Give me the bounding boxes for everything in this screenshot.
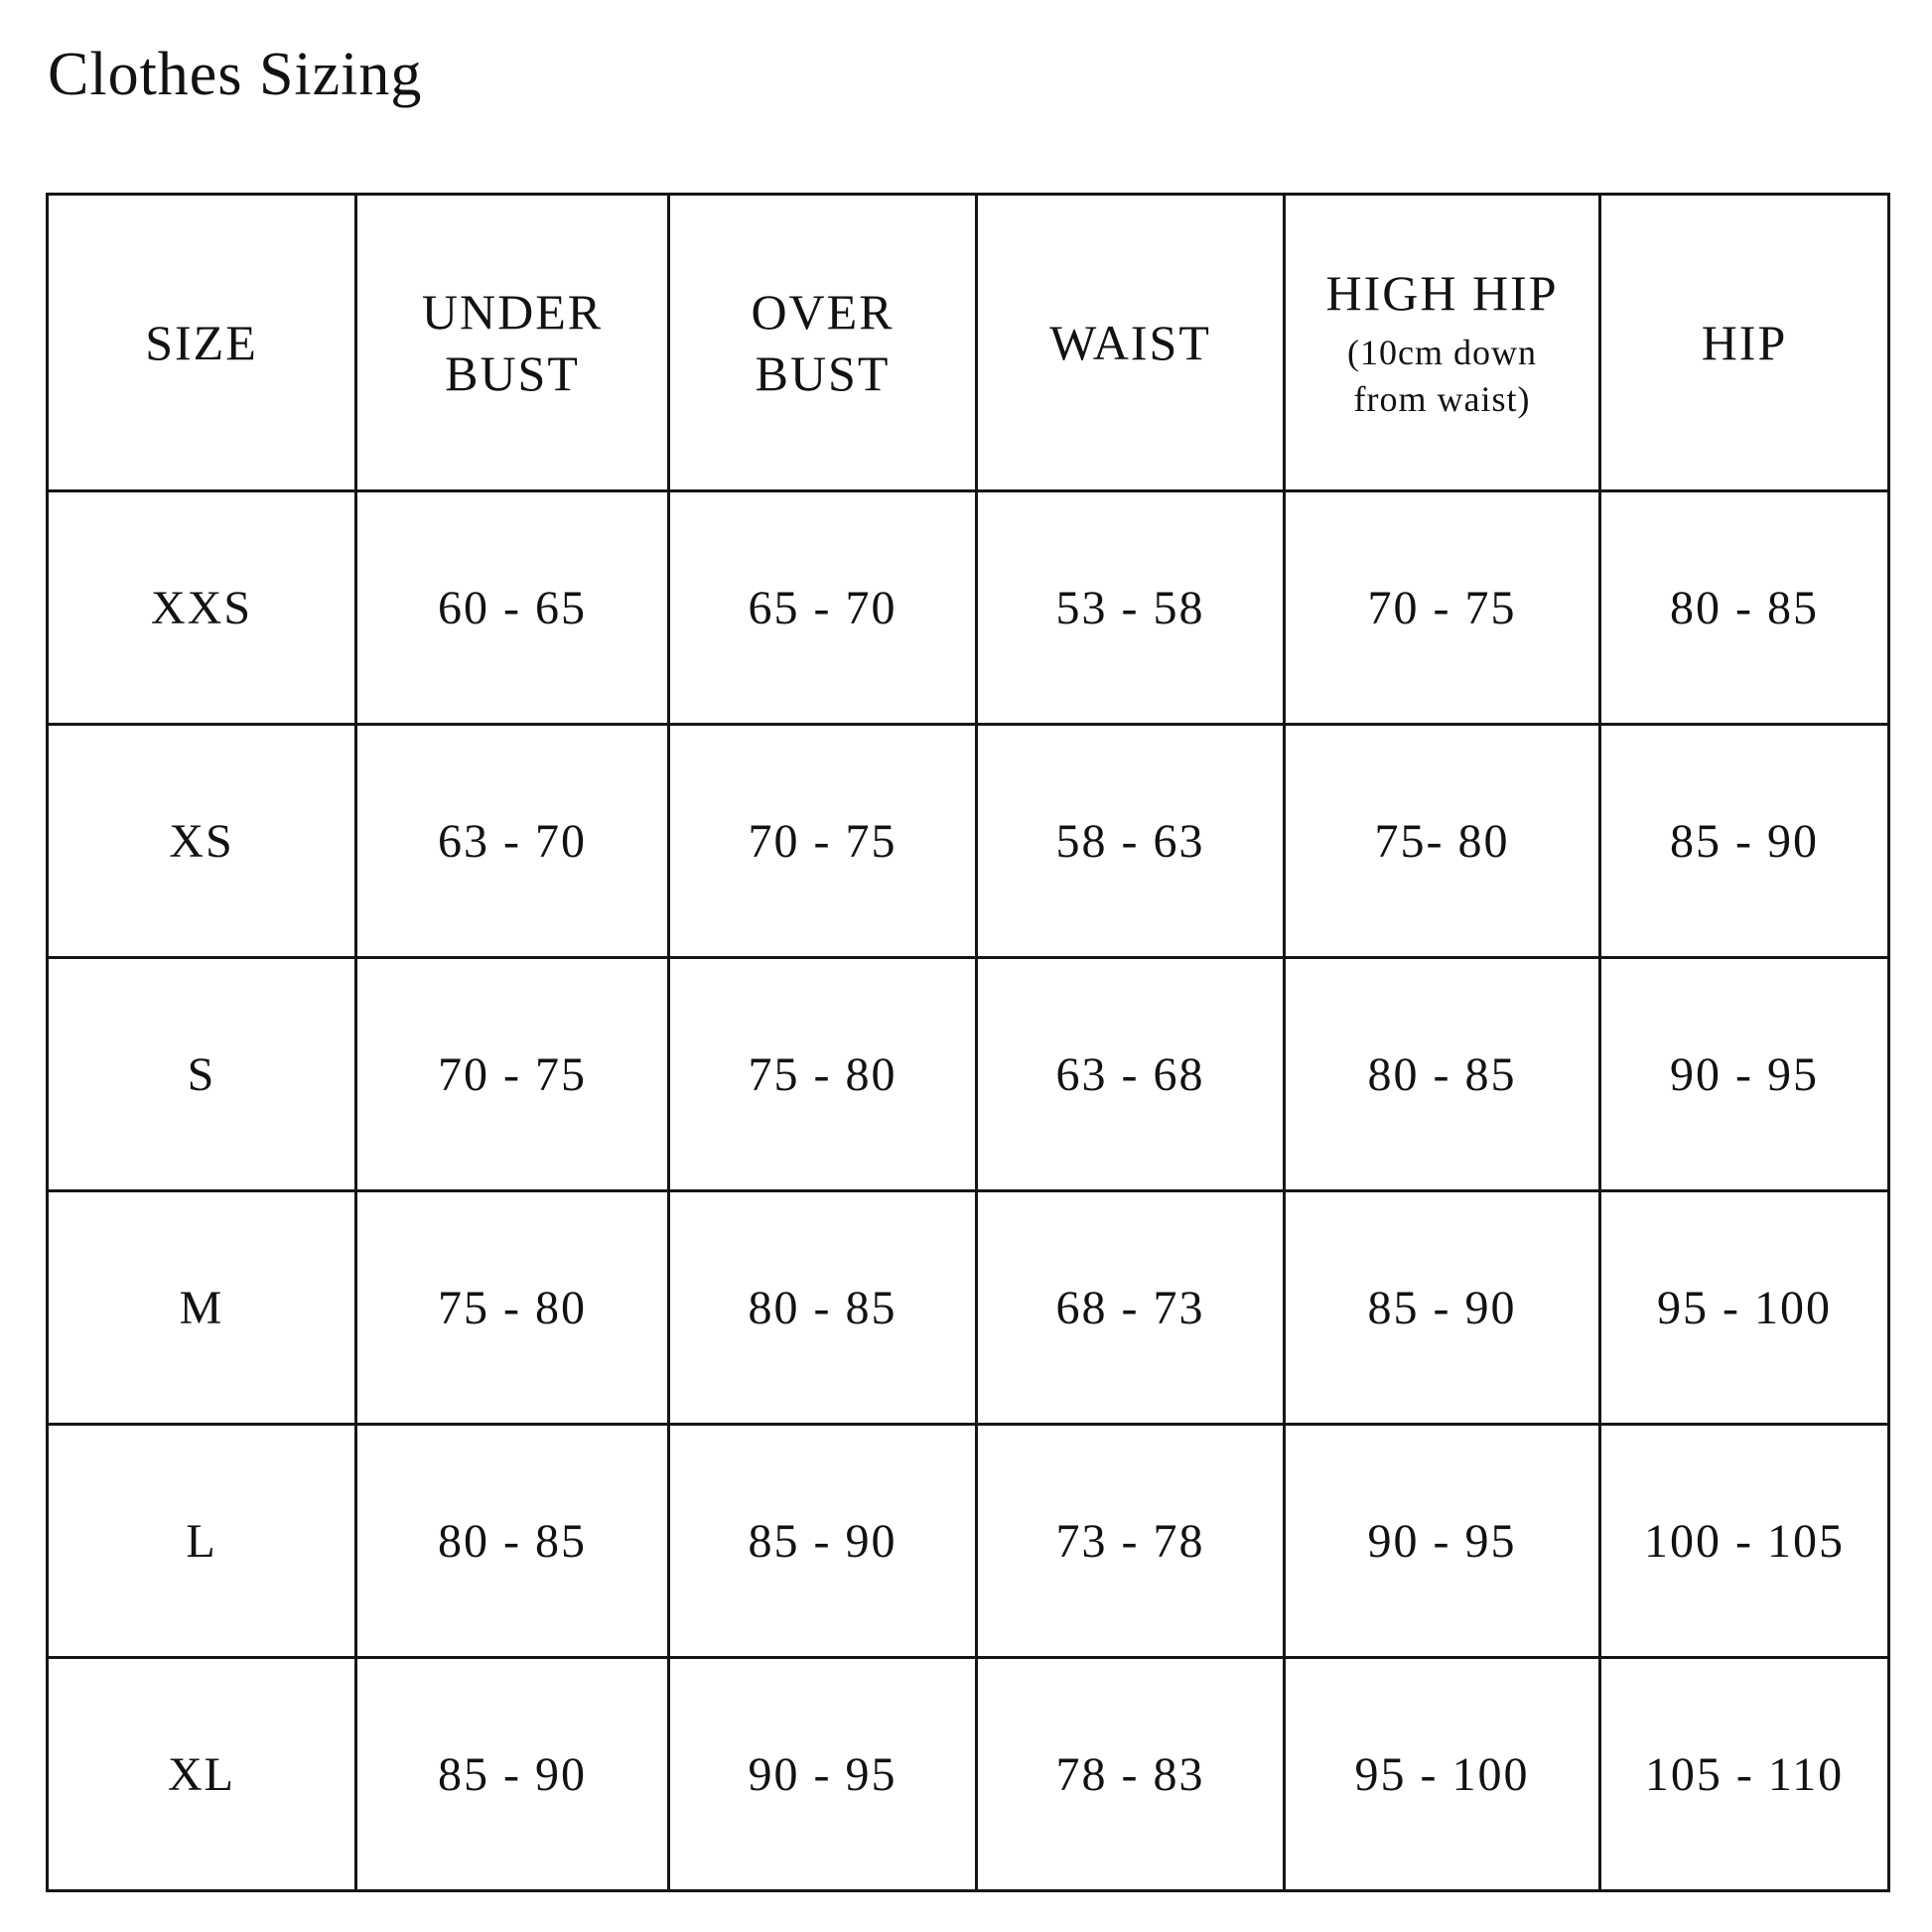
column-header-over-bust: OVER BUST (667, 193, 978, 492)
size-cell: XS (46, 723, 357, 959)
size-cell: L (46, 1423, 357, 1659)
measurement-cell-hip: 95 - 100 (1598, 1189, 1890, 1426)
measurement-cell-high-hip: 85 - 90 (1283, 1189, 1601, 1426)
column-header-label: OVER BUST (751, 283, 895, 402)
measurement-cell-high-hip: 80 - 85 (1283, 956, 1601, 1192)
measurement-cell-over-bust: 85 - 90 (667, 1423, 978, 1659)
size-cell: M (46, 1189, 357, 1426)
measurement-cell-over-bust: 65 - 70 (667, 489, 978, 726)
measurement-cell-waist: 78 - 83 (975, 1656, 1286, 1892)
measurement-cell-high-hip: 90 - 95 (1283, 1423, 1601, 1659)
column-header-label: HIP (1701, 314, 1788, 370)
table-row: S 70 - 75 75 - 80 63 - 68 80 - 85 90 - 95 (46, 956, 1890, 1192)
measurement-cell-hip: 100 - 105 (1598, 1423, 1890, 1659)
measurement-cell-under-bust: 75 - 80 (354, 1189, 670, 1426)
size-cell: XXS (46, 489, 357, 726)
table-row: M 75 - 80 80 - 85 68 - 73 85 - 90 95 - 100 (46, 1189, 1890, 1426)
measurement-cell-hip: 105 - 110 (1598, 1656, 1890, 1892)
measurement-cell-high-hip: 75- 80 (1283, 723, 1601, 959)
column-header-label: HIGH HIP (1325, 264, 1559, 321)
header-row: SIZE UNDER BUST OVER BUST WAIST HIGH HIP… (46, 193, 1890, 492)
measurement-cell-over-bust: 80 - 85 (667, 1189, 978, 1426)
measurement-cell-under-bust: 70 - 75 (354, 956, 670, 1192)
measurement-cell-waist: 63 - 68 (975, 956, 1286, 1192)
measurement-cell-waist: 53 - 58 (975, 489, 1286, 726)
column-header-label: SIZE (145, 314, 258, 370)
size-cell: XL (46, 1656, 357, 1892)
measurement-cell-waist: 68 - 73 (975, 1189, 1286, 1426)
measurement-cell-over-bust: 90 - 95 (667, 1656, 978, 1892)
measurement-cell-high-hip: 95 - 100 (1283, 1656, 1601, 1892)
measurement-cell-waist: 58 - 63 (975, 723, 1286, 959)
measurement-cell-hip: 90 - 95 (1598, 956, 1890, 1192)
page-title: Clothes Sizing (48, 41, 423, 108)
column-header-waist: WAIST (975, 193, 1286, 492)
column-header-note: (10cm down from waist) (1347, 333, 1537, 420)
column-header-under-bust: UNDER BUST (354, 193, 670, 492)
measurement-cell-waist: 73 - 78 (975, 1423, 1286, 1659)
table-header: SIZE UNDER BUST OVER BUST WAIST HIGH HIP… (46, 193, 1890, 492)
measurement-cell-over-bust: 70 - 75 (667, 723, 978, 959)
sizing-table: SIZE UNDER BUST OVER BUST WAIST HIGH HIP… (46, 193, 1890, 1892)
column-header-hip: HIP (1598, 193, 1890, 492)
measurement-cell-high-hip: 70 - 75 (1283, 489, 1601, 726)
measurement-cell-under-bust: 63 - 70 (354, 723, 670, 959)
table-row: XXS 60 - 65 65 - 70 53 - 58 70 - 75 80 - 85 (46, 489, 1890, 726)
table-body: XXS 60 - 65 65 - 70 53 - 58 70 - 75 80 - 85 XS… (46, 489, 1890, 1892)
column-header-label: UNDER BUST (421, 283, 604, 402)
measurement-cell-over-bust: 75 - 80 (667, 956, 978, 1192)
column-header-label: WAIST (1049, 314, 1211, 370)
column-header-size: SIZE (46, 193, 357, 492)
measurement-cell-under-bust: 80 - 85 (354, 1423, 670, 1659)
table-row: XL 85 - 90 90 - 95 78 - 83 95 - 100 105 - 110 (46, 1656, 1890, 1892)
measurement-cell-hip: 80 - 85 (1598, 489, 1890, 726)
table-row: L 80 - 85 85 - 90 73 - 78 90 - 95 100 - 105 (46, 1423, 1890, 1659)
measurement-cell-hip: 85 - 90 (1598, 723, 1890, 959)
size-cell: S (46, 956, 357, 1192)
table-row: XS 63 - 70 70 - 75 58 - 63 75- 80 85 - 90 (46, 723, 1890, 959)
measurement-cell-under-bust: 60 - 65 (354, 489, 670, 726)
measurement-cell-under-bust: 85 - 90 (354, 1656, 670, 1892)
column-header-high-hip: HIGH HIP (10cm down from waist) (1283, 193, 1601, 492)
